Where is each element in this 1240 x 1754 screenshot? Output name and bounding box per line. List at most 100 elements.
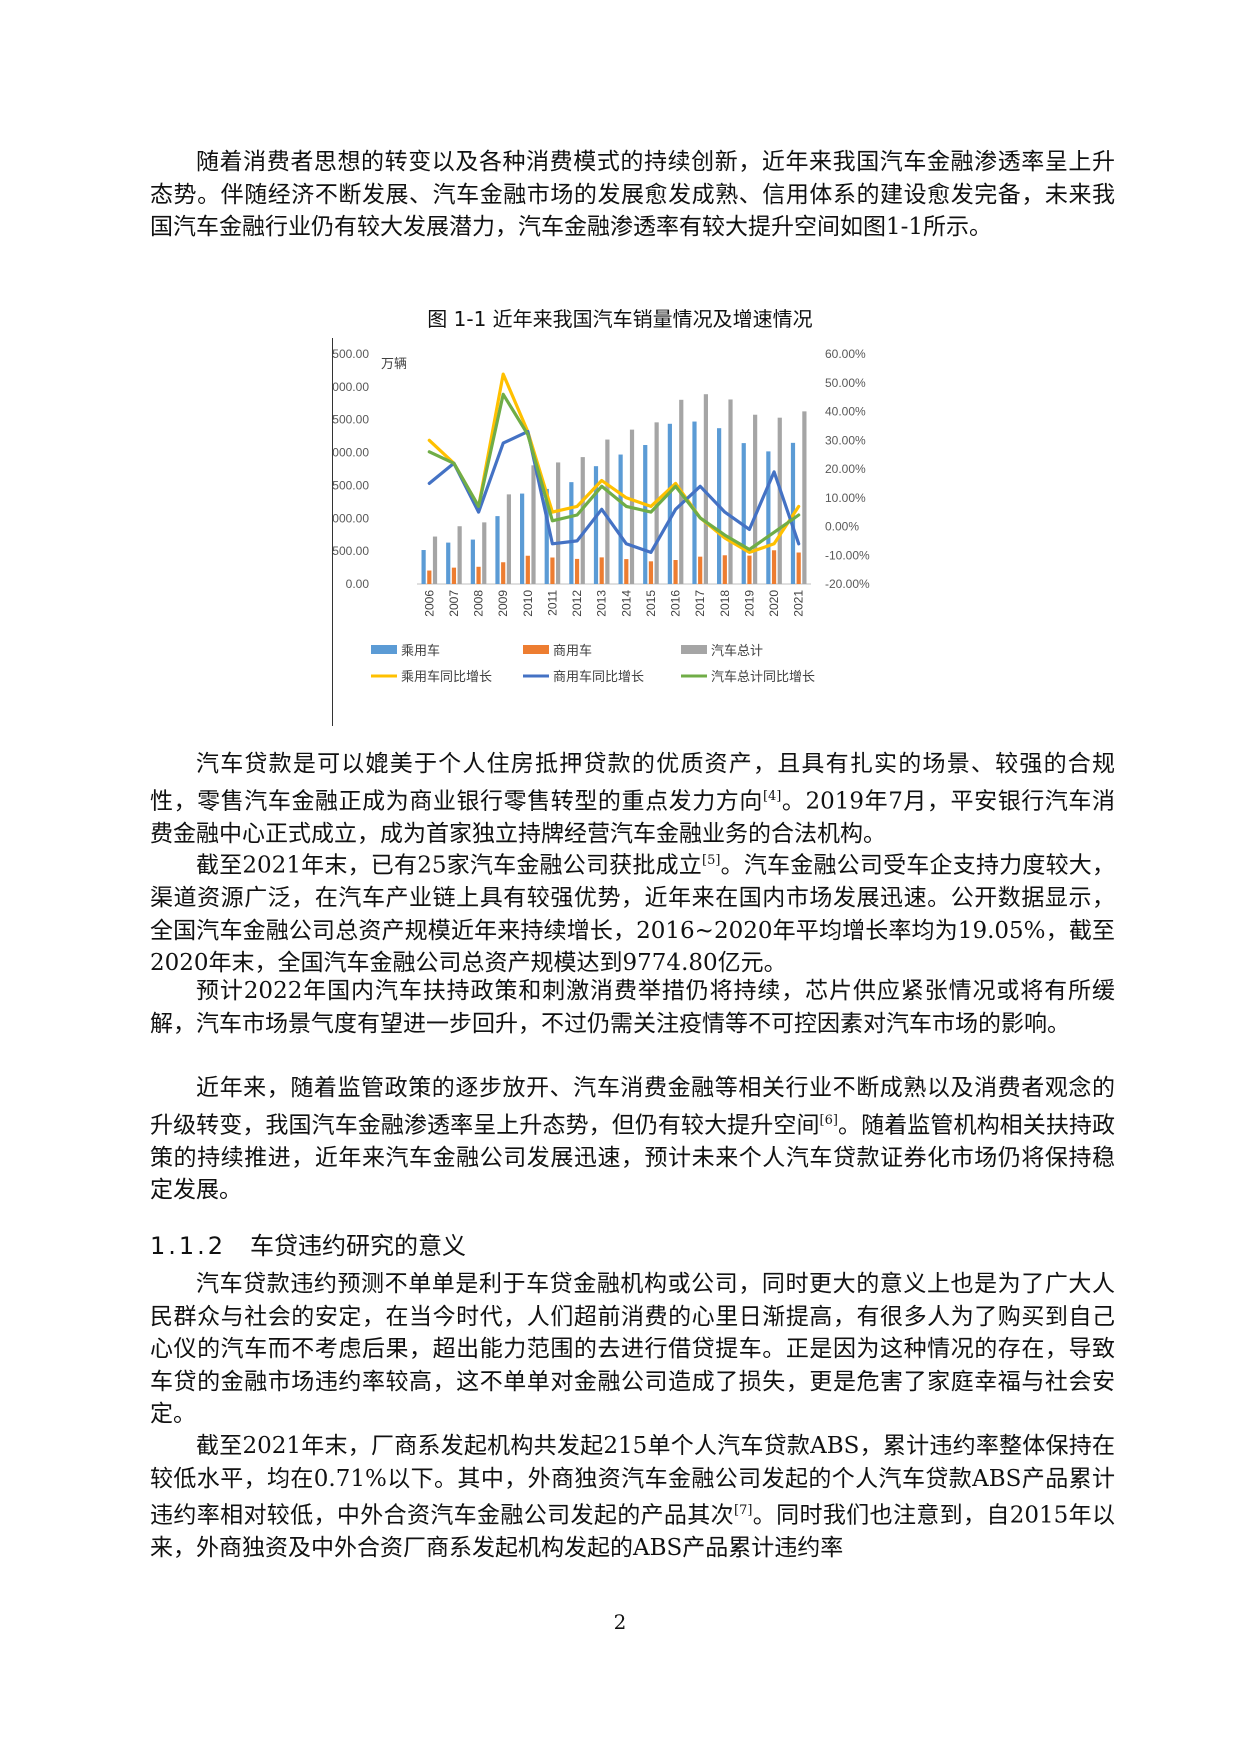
- paragraph-3-text-a: 截至2021年末，已有25家汽车金融公司获批成立: [196, 852, 702, 879]
- y-left-tick-label: 2,500.00: [333, 413, 369, 427]
- bar-乘用车-2017: [692, 421, 697, 584]
- bar-乘用车-2006: [421, 550, 426, 584]
- bar-商用车-2021: [796, 552, 801, 584]
- bar-商用车-2020: [771, 550, 777, 584]
- x-tick-label: 2014: [619, 590, 633, 617]
- bar-商用车-2008: [476, 566, 481, 584]
- paragraph-4: 预计2022年国内汽车扶持政策和刺激消费举措仍将持续，芯片供应紧张情况或将有所缓…: [150, 975, 1115, 1040]
- bar-汽车总计-2007: [457, 526, 462, 584]
- paragraph-7-text-a: 截至2021年末，厂商系发起机构共发起215单个人汽车贷款ABS，累计违约率整体…: [150, 1433, 1115, 1529]
- line-乘用车同比增长: [427, 372, 801, 554]
- paragraph-5-text-b: 。随着监管机构相关扶持政策的持续推进，近年来汽车金融公司发展迅速，预计未来个人汽…: [150, 1112, 1116, 1204]
- x-tick-label: 2011: [545, 590, 559, 616]
- paragraph-1-text: 随着消费者思想的转变以及各种消费模式的持续创新，近年来我国汽车金融渗透率呈上升态…: [150, 149, 1115, 240]
- bar-商用车-2018: [722, 555, 727, 584]
- bar-汽车总计-2010: [531, 465, 536, 584]
- bar-商用车-2016: [673, 560, 678, 584]
- y-left-tick-label: 3,500.00: [333, 347, 369, 361]
- paragraph-3-text-b: 。汽车金融公司受车企支持力度较大，渠道资源广泛，在汽车产业链上具有较强优势，近年…: [150, 852, 1115, 977]
- section-number: 1.1.2: [150, 1232, 227, 1260]
- bar-商用车-2017: [698, 556, 703, 584]
- paragraph-7: 截至2021年末，厂商系发起机构共发起215单个人汽车贷款ABS，累计违约率整体…: [150, 1430, 1115, 1565]
- paragraph-5-text-a: 近年来，随着监管政策的逐步放开、汽车消费金融等相关行业不断成熟以及消费者观念的升…: [150, 1075, 1115, 1139]
- y-left-tick-label: 3,000.00: [333, 380, 369, 394]
- legend-label: 乘用车同比增长: [401, 669, 492, 684]
- x-tick-label: 2020: [767, 590, 781, 617]
- x-tick-label: 2013: [595, 590, 609, 617]
- legend-label: 乘用车: [401, 643, 440, 658]
- bar-乘用车-2012: [569, 482, 574, 584]
- bar-乘用车-2011: [544, 488, 549, 584]
- bar-汽车总计-2019: [753, 414, 758, 584]
- legend-swatch-乘用车: [371, 645, 397, 654]
- section-title: 车贷违约研究的意义: [250, 1232, 466, 1260]
- bar-汽车总计-2017: [703, 394, 708, 584]
- paragraph-6: 汽车贷款违约预测不单单是利于车贷金融机构或公司，同时更大的意义上也是为了广大人民…: [150, 1268, 1115, 1431]
- y-right-tick-label: 40.00%: [825, 405, 866, 419]
- x-tick-label: 2010: [521, 590, 535, 617]
- x-tick-label: 2008: [472, 590, 486, 617]
- y-right-tick-label: 0.00%: [825, 520, 859, 534]
- x-tick-label: 2015: [644, 590, 658, 617]
- y-right-tick-label: 30.00%: [825, 433, 866, 447]
- x-tick-label: 2018: [718, 590, 732, 617]
- bar-乘用车-2007: [446, 542, 451, 584]
- bar-汽车总计-2013: [605, 439, 610, 584]
- legend-label: 汽车总计同比增长: [711, 669, 815, 684]
- bar-商用车-2014: [624, 559, 629, 584]
- paragraph-1: 随着消费者思想的转变以及各种消费模式的持续创新，近年来我国汽车金融渗透率呈上升态…: [150, 146, 1115, 244]
- legend-label: 商用车同比增长: [553, 669, 644, 684]
- citation-5: [5]: [702, 853, 721, 868]
- x-tick-label: 2021: [792, 590, 806, 617]
- legend-label: 商用车: [553, 643, 592, 658]
- paragraph-2-text-b: 。2019年7月，平安银行汽车消费金融中心正式成立，成为首家独立持牌经营汽车金融…: [150, 788, 1115, 847]
- y-right-tick-label: 60.00%: [825, 347, 866, 361]
- bar-商用车-2009: [501, 562, 506, 584]
- citation-4: [4]: [762, 788, 782, 804]
- bar-汽车总计-2008: [482, 522, 487, 584]
- x-tick-label: 2009: [496, 590, 510, 617]
- paragraph-2-text-a: 汽车贷款是可以媲美于个人住房抵押贷款的优质资产，且具有扎实的场景、较强的合规性，…: [150, 751, 1115, 815]
- sales-chart-svg: 0.00 500.00 1,000.00 1,500.00 2,000.00 2,500.…: [333, 347, 870, 684]
- page-number: 2: [613, 1610, 627, 1634]
- x-tick-label: 2016: [669, 590, 683, 617]
- bar-汽车总计-2021: [802, 411, 807, 584]
- bar-乘用车-2009: [495, 516, 500, 584]
- y-right-tick-label: -10.00%: [825, 548, 870, 562]
- bar-乘用车-2010: [520, 493, 525, 584]
- unit-label: 万辆: [381, 356, 407, 371]
- y-right-tick-label: 10.00%: [825, 491, 866, 505]
- bar-乘用车-2015: [643, 445, 648, 584]
- paragraph-2: 汽车贷款是可以媲美于个人住房抵押贷款的优质资产，且具有扎实的场景、较强的合规性，…: [150, 748, 1115, 850]
- y-left-tick-label: 1,000.00: [333, 511, 369, 525]
- bar-乘用车-2008: [470, 539, 475, 584]
- x-tick-label: 2007: [447, 590, 461, 617]
- y-left-tick-label: 2,000.00: [333, 446, 369, 460]
- paragraph-7-text-b: 。同时我们也注意到，自2015年以来，外商独资及中外合资厂商系发起机构发起的AB…: [150, 1502, 1115, 1562]
- bar-乘用车-2014: [618, 454, 623, 584]
- bar-商用车-2007: [451, 567, 457, 584]
- citation-7: [7]: [734, 1503, 753, 1518]
- y-right-tick-label: 50.00%: [825, 376, 866, 390]
- bar-汽车总计-2020: [777, 417, 782, 584]
- bar-汽车总计-2012: [580, 457, 585, 584]
- bar-汽车总计-2018: [728, 399, 733, 584]
- bar-汽车总计-2009: [506, 494, 511, 584]
- bar-商用车-2012: [574, 558, 580, 584]
- y-left-tick-label: 500.00: [333, 544, 369, 558]
- bar-乘用车-2019: [741, 443, 746, 584]
- y-left-tick-label: 1,500.00: [333, 478, 369, 492]
- bar-商用车-2019: [747, 555, 752, 584]
- bar-商用车-2006: [427, 570, 432, 584]
- bar-乘用车-2016: [667, 423, 672, 584]
- bar-乘用车-2013: [593, 466, 599, 584]
- bar-乘用车-2020: [766, 451, 771, 584]
- paragraph-6-text: 汽车贷款违约预测不单单是利于车贷金融机构或公司，同时更大的意义上也是为了广大人民…: [150, 1271, 1115, 1427]
- bar-汽车总计-2006: [432, 536, 438, 584]
- bar-商用车-2011: [550, 557, 555, 584]
- x-tick-label: 2017: [693, 590, 707, 617]
- line-商用车同比增长: [427, 429, 801, 554]
- citation-6: [6]: [819, 1112, 838, 1128]
- bar-商用车-2010: [525, 555, 530, 584]
